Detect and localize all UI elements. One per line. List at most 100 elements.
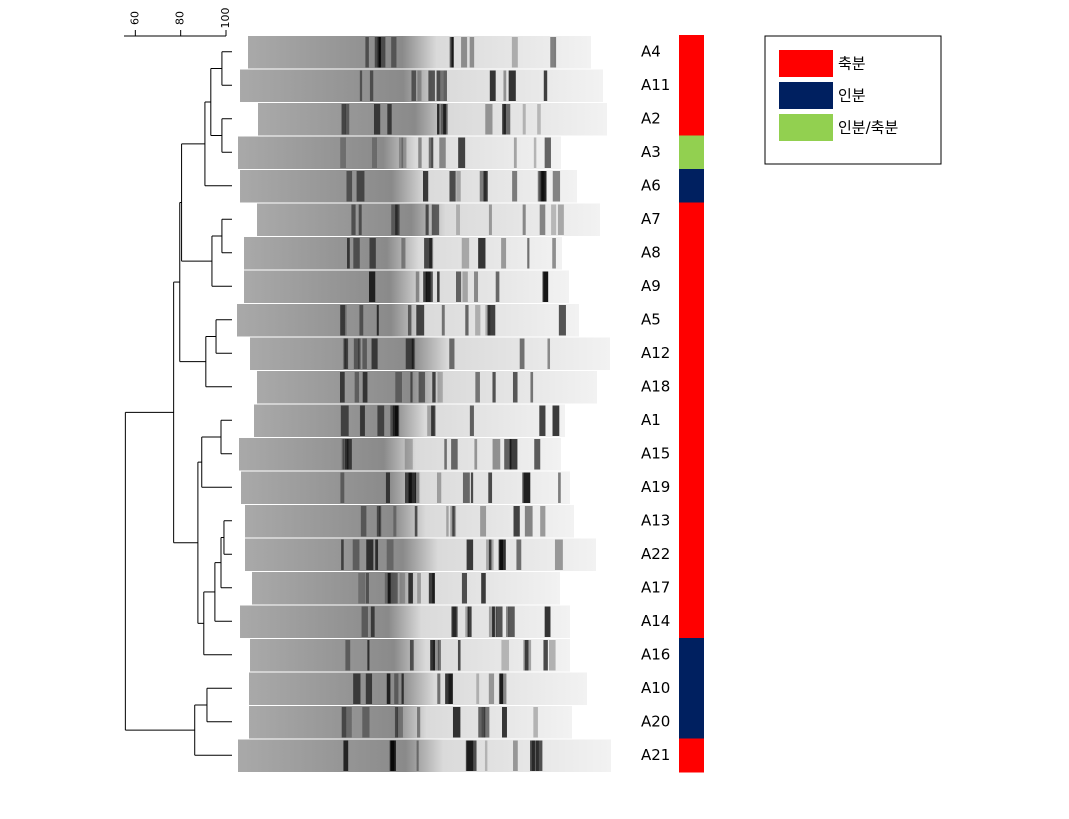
gel-band xyxy=(502,707,507,738)
gel-band xyxy=(345,104,350,135)
gel-band xyxy=(488,539,492,570)
gel-band xyxy=(340,405,349,436)
gel-band xyxy=(417,70,422,101)
gel-band xyxy=(458,137,466,168)
gel-band xyxy=(505,606,509,637)
gel-band xyxy=(436,70,441,101)
gel-band xyxy=(436,472,442,503)
gel-band xyxy=(549,640,556,671)
gel-band xyxy=(347,238,350,269)
gel-band xyxy=(480,506,487,537)
gel-band xyxy=(437,673,441,704)
gel-band xyxy=(451,606,458,637)
legend-swatch xyxy=(779,82,833,109)
gel-band xyxy=(341,539,344,570)
gel-band xyxy=(544,137,551,168)
gel-band xyxy=(431,405,436,436)
gel-band xyxy=(461,238,470,269)
gel-band xyxy=(513,137,517,168)
gel-band xyxy=(476,673,480,704)
gel-band xyxy=(345,640,351,671)
gel-band xyxy=(390,405,395,436)
gel-band xyxy=(467,606,472,637)
gel-band xyxy=(547,338,551,369)
gel-band xyxy=(507,606,515,637)
gel-band xyxy=(475,372,480,403)
gel-band xyxy=(544,606,551,637)
gel-band xyxy=(430,640,436,671)
gel-band xyxy=(390,740,396,771)
gel-band xyxy=(533,707,538,738)
gel-band xyxy=(475,305,481,336)
gel-band xyxy=(539,204,546,235)
legend-label: 인분 xyxy=(838,87,866,105)
gel-band xyxy=(504,439,512,470)
gel-band xyxy=(474,439,478,470)
gel-band xyxy=(365,673,373,704)
gel-band xyxy=(535,740,543,771)
gel-band xyxy=(418,137,422,168)
gel-lane xyxy=(240,605,570,638)
gel-lane xyxy=(248,36,591,69)
group-strip xyxy=(679,437,704,471)
gel-band xyxy=(516,539,522,570)
legend-swatch xyxy=(779,50,833,77)
gel-band xyxy=(487,305,496,336)
group-strip xyxy=(679,470,704,505)
gel-band xyxy=(498,673,507,704)
gel-band xyxy=(462,472,470,503)
gel-band xyxy=(412,338,416,369)
gel-band xyxy=(362,372,368,403)
gel-band xyxy=(461,573,468,604)
gel-band xyxy=(346,707,352,738)
gel-lane xyxy=(240,69,603,102)
gel-band xyxy=(492,606,495,637)
sample-label: A13 xyxy=(641,511,670,529)
gel-band xyxy=(359,405,366,436)
group-strip xyxy=(679,336,704,371)
gel-band xyxy=(407,305,412,336)
gel-band xyxy=(365,573,369,604)
gel-band xyxy=(340,472,345,503)
gel-band xyxy=(479,171,487,202)
sample-label: A10 xyxy=(641,679,670,697)
gel-band xyxy=(443,70,447,101)
group-strip xyxy=(679,169,704,203)
gel-band xyxy=(552,238,556,269)
gel-band xyxy=(511,37,518,68)
gel-band xyxy=(450,506,457,537)
gel-band xyxy=(373,104,381,135)
gel-band xyxy=(539,405,546,436)
gel-band xyxy=(415,271,420,302)
gel-band xyxy=(425,204,429,235)
gel-band xyxy=(443,104,446,135)
gel-band xyxy=(543,640,548,671)
gel-band xyxy=(513,740,518,771)
gel-lane xyxy=(240,170,577,203)
sample-label: A4 xyxy=(641,42,661,60)
gel-band xyxy=(470,472,474,503)
gel-band xyxy=(358,573,366,604)
gel-band xyxy=(404,472,412,503)
gel-band xyxy=(488,472,493,503)
gel-band xyxy=(344,338,349,369)
gel-band xyxy=(495,271,500,302)
gel-band xyxy=(519,338,525,369)
gel-band xyxy=(369,70,374,101)
gel-band xyxy=(411,338,414,369)
gel-band xyxy=(386,673,391,704)
gel-band xyxy=(340,137,346,168)
gel-band xyxy=(469,405,474,436)
gel-band xyxy=(554,539,563,570)
gel-band xyxy=(543,271,549,302)
gel-lane xyxy=(254,404,565,437)
gel-band xyxy=(512,372,518,403)
gel-band xyxy=(359,70,363,101)
gel-band xyxy=(430,238,434,269)
sample-label: A19 xyxy=(641,478,670,496)
gel-band xyxy=(353,238,360,269)
gel-band xyxy=(452,707,461,738)
gel-band xyxy=(401,673,404,704)
gel-band xyxy=(537,104,541,135)
